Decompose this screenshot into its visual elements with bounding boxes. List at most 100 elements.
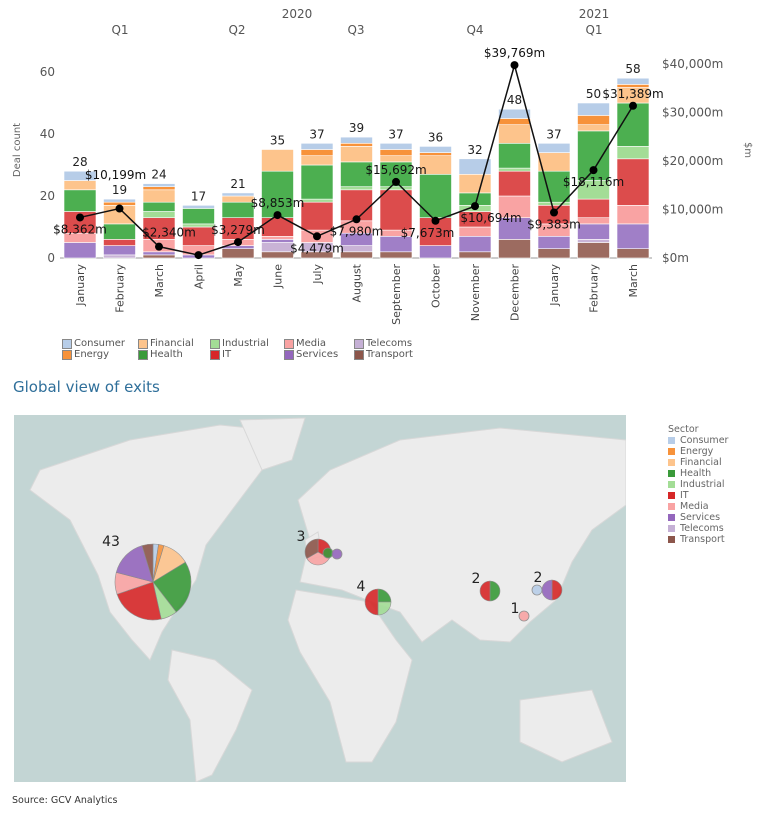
location-count-label: 3	[297, 529, 306, 545]
bar-segment-consumer	[379, 143, 413, 150]
bar-segment-health	[537, 170, 571, 203]
legend-swatch	[668, 525, 675, 532]
legend-label: Industrial	[680, 479, 725, 490]
bar-segment-health	[142, 201, 176, 212]
legend-swatch	[62, 338, 72, 349]
location-count-label: 4	[357, 579, 366, 595]
bar-segment-telecoms	[261, 242, 294, 253]
x-tick-label: February	[114, 264, 127, 313]
bar-segment-health	[498, 143, 531, 169]
bar-segment-financial	[300, 155, 334, 166]
legend-swatch	[668, 514, 675, 521]
legend-swatch	[668, 470, 675, 477]
bar-segment-transport	[221, 248, 255, 259]
bar-segment-telecoms	[577, 239, 610, 243]
map-legend-item-telecoms: Telecoms	[668, 523, 728, 534]
legend-label: IT	[680, 490, 689, 501]
x-tick-label: August	[351, 263, 364, 302]
y-tick-label: 40	[40, 127, 55, 141]
legend-label: Consumer	[74, 338, 125, 349]
bar-segment-energy	[142, 186, 176, 191]
legend-swatch	[668, 481, 675, 488]
bar-segment-services	[616, 223, 650, 249]
bar-segment-media	[577, 217, 610, 225]
quarter-label: Q2	[228, 23, 245, 37]
legend-label: Consumer	[680, 435, 729, 446]
map-legend-title: Sector	[668, 424, 699, 435]
bar-segment-financial	[261, 149, 294, 172]
bar-segment-consumer	[616, 77, 650, 85]
bar-segment-transport	[498, 239, 531, 259]
bar-segment-services	[419, 245, 452, 259]
legend-item-it: IT	[210, 349, 284, 360]
legend-label: Media	[680, 501, 709, 512]
pie-slice-it	[116, 581, 162, 621]
legend-label: Financial	[150, 338, 194, 349]
map-legend-item-services: Services	[668, 512, 728, 523]
bar-total-label: 32	[467, 143, 482, 157]
y-right-tick-label: $20,000m	[662, 154, 723, 168]
map-legend-item-consumer: Consumer	[668, 435, 728, 446]
legend-swatch	[668, 437, 675, 444]
bar-segment-energy	[379, 149, 413, 156]
value-label: $4,479m	[290, 241, 344, 255]
bar-segment-health	[300, 164, 334, 200]
bar-total-label: 19	[112, 183, 127, 197]
legend-swatch	[668, 448, 675, 455]
legend-swatch	[210, 349, 220, 360]
legend-item-telecoms: Telecoms	[354, 338, 434, 349]
map-legend-item-financial: Financial	[668, 457, 728, 468]
bar-segment-consumer	[537, 143, 571, 153]
bar-total-label: 37	[546, 127, 561, 141]
x-tick-label: November	[469, 264, 482, 322]
bar-segment-health	[261, 170, 294, 218]
deal-chart: 0 20 40 60 $0m $10,000m $20,000m $30,000m $40,00…	[12, 7, 753, 325]
location-count-label: 2	[534, 570, 543, 586]
bar-segment-financial	[221, 195, 255, 203]
legend-item-transport: Transport	[354, 349, 434, 360]
bar-segment-transport	[458, 251, 492, 259]
value-point	[273, 211, 282, 220]
legend-swatch	[668, 459, 675, 466]
bar-total-label: 37	[388, 127, 403, 141]
y-tick-label: 20	[40, 189, 55, 203]
bar-total-label: 58	[625, 62, 640, 76]
bar-segment-energy	[300, 149, 334, 156]
bar-segment-industrial	[379, 186, 413, 191]
y-right-axis-label: $m	[742, 142, 753, 158]
value-point	[431, 216, 440, 225]
bar-segment-transport	[537, 248, 571, 259]
value-label: $31,389m	[602, 87, 663, 101]
legend-swatch	[668, 503, 675, 510]
legend-label: Transport	[366, 349, 413, 360]
bar-segment-services	[103, 245, 136, 256]
legend-swatch	[668, 492, 675, 499]
bar-segment-services	[458, 236, 492, 253]
bar-segment-it	[103, 239, 136, 246]
y-axis-label: Deal count	[12, 123, 23, 177]
bar-segment-consumer	[63, 170, 97, 181]
legend-swatch	[668, 536, 675, 543]
legend-label: Media	[296, 338, 327, 349]
bar-segment-industrial	[498, 167, 531, 172]
bar-segment-consumer	[221, 192, 255, 197]
map-legend-item-industrial: Industrial	[668, 479, 728, 490]
bar-segment-services	[537, 236, 571, 250]
bar-segment-financial	[340, 146, 373, 163]
value-point	[589, 166, 598, 175]
bar-total-label: 21	[230, 177, 245, 191]
y-right-tick-label: $0m	[662, 251, 689, 265]
x-tick-label: March	[627, 264, 640, 298]
bar-segment-industrial	[616, 146, 650, 160]
bar-segment-transport	[577, 242, 610, 259]
bar-total-label: 17	[191, 189, 206, 203]
quarter-label: Q1	[585, 23, 602, 37]
bar-total-label: 39	[349, 121, 364, 135]
world-map: 43 34 2 21	[14, 415, 626, 782]
legend-label: Energy	[680, 446, 714, 457]
quarter-label: Q1	[111, 23, 128, 37]
bar-segment-energy	[498, 118, 531, 125]
value-point	[313, 232, 321, 241]
value-point	[510, 61, 519, 70]
bar-segment-it	[616, 158, 650, 206]
